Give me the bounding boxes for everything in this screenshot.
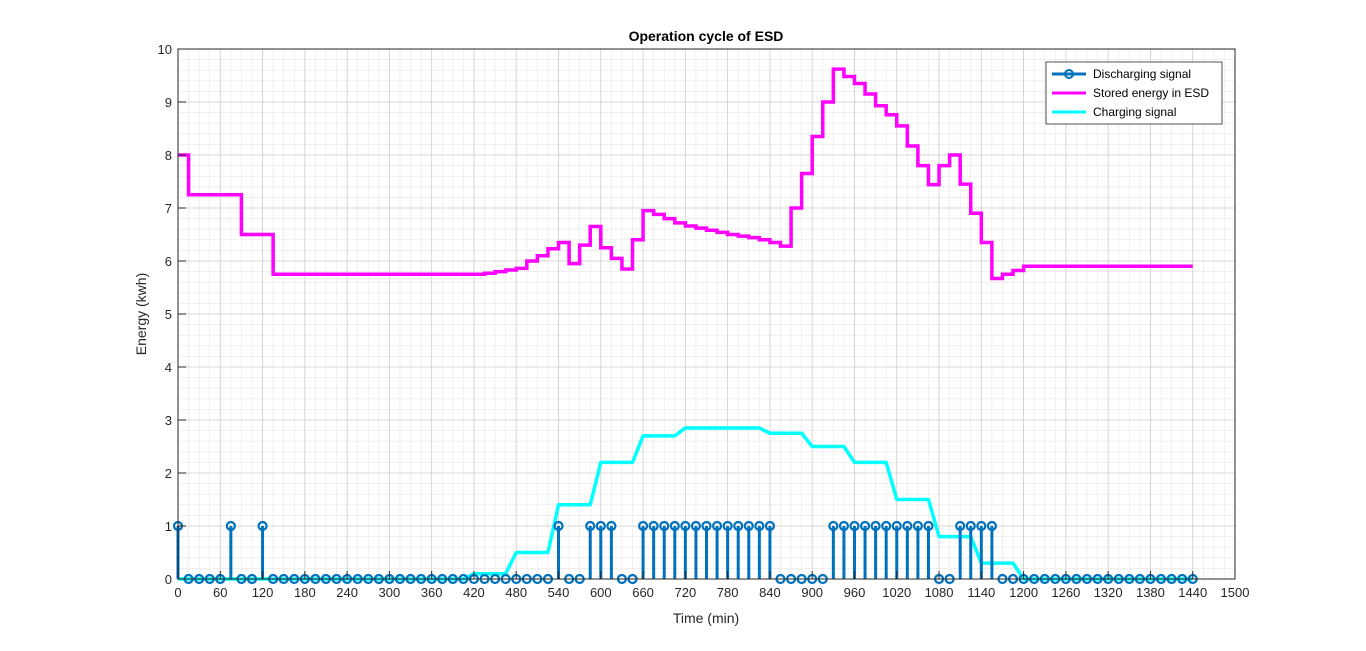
discharge-stem-marker bbox=[595, 520, 606, 532]
y-tick-label: 7 bbox=[165, 201, 172, 216]
legend: Discharging signal Stored energy in ESD … bbox=[1045, 61, 1223, 125]
legend-label-discharging: Discharging signal bbox=[1093, 67, 1191, 81]
y-tick-label: 4 bbox=[165, 360, 172, 375]
y-tick-label: 3 bbox=[165, 413, 172, 428]
chart-title: Operation cycle of ESD bbox=[629, 28, 784, 44]
x-tick-label: 240 bbox=[336, 585, 358, 600]
discharge-stem-marker bbox=[965, 520, 976, 532]
x-tick-label: 660 bbox=[632, 585, 654, 600]
x-axis-label: Time (min) bbox=[673, 610, 739, 626]
discharge-stem-marker bbox=[859, 520, 871, 532]
discharge-stem-marker bbox=[680, 520, 691, 532]
y-tick-label: 0 bbox=[165, 572, 172, 587]
x-tick-label: 600 bbox=[590, 585, 612, 600]
discharge-stem-marker bbox=[690, 520, 702, 532]
x-tick-label: 1380 bbox=[1136, 585, 1165, 600]
discharge-stem-marker bbox=[711, 520, 723, 532]
discharge-stem-marker bbox=[828, 520, 839, 532]
x-tick-label: 960 bbox=[844, 585, 866, 600]
discharge-stem-marker bbox=[870, 520, 881, 532]
x-tick-label: 1320 bbox=[1094, 585, 1123, 600]
x-tick-label: 360 bbox=[421, 585, 443, 600]
discharge-stem-marker bbox=[923, 520, 934, 532]
y-tick-label: 2 bbox=[165, 466, 172, 481]
discharge-stem-marker bbox=[585, 520, 596, 532]
x-tick-label: 540 bbox=[548, 585, 570, 600]
discharge-stem-marker bbox=[912, 520, 924, 532]
discharge-stem-marker bbox=[838, 520, 850, 532]
y-axis-label: Energy (kwh) bbox=[133, 273, 149, 355]
series-charging-line bbox=[178, 426, 1193, 581]
x-tick-label: 180 bbox=[294, 585, 316, 600]
grid bbox=[177, 48, 1236, 580]
discharge-stem-marker bbox=[722, 520, 733, 532]
legend-marker-discharging-circle bbox=[1064, 69, 1074, 79]
x-tick-label: 1440 bbox=[1178, 585, 1207, 600]
discharge-stem-marker bbox=[606, 520, 617, 532]
y-tick-label: 5 bbox=[165, 307, 172, 322]
discharge-stem-marker bbox=[976, 520, 987, 532]
x-tick-label: 840 bbox=[759, 585, 781, 600]
discharge-stem-marker bbox=[849, 520, 860, 532]
x-tick-label: 720 bbox=[675, 585, 697, 600]
discharge-stem-marker bbox=[701, 520, 712, 532]
x-tick-label: 1020 bbox=[882, 585, 911, 600]
x-tick-label: 420 bbox=[463, 585, 485, 600]
discharge-stem-marker bbox=[553, 520, 564, 532]
x-tick-label: 900 bbox=[801, 585, 823, 600]
x-tick-label: 1200 bbox=[1009, 585, 1038, 600]
x-tick-label: 1080 bbox=[925, 585, 954, 600]
legend-label-charging: Charging signal bbox=[1093, 105, 1176, 119]
discharge-stem-marker bbox=[743, 520, 754, 532]
discharge-stem-marker bbox=[764, 520, 776, 532]
x-tick-label: 300 bbox=[379, 585, 401, 600]
discharge-stem-marker bbox=[881, 520, 892, 532]
discharge-stem-marker bbox=[986, 520, 997, 532]
discharge-stem-marker bbox=[754, 520, 765, 532]
y-tick-label: 10 bbox=[158, 42, 172, 57]
x-tick-label: 0 bbox=[174, 585, 181, 600]
ticks: 0 60 120 180 240 300 360 420 480 540 600 660 720 780 8… bbox=[158, 42, 1250, 600]
x-tick-label: 1260 bbox=[1051, 585, 1080, 600]
x-tick-label: 1500 bbox=[1221, 585, 1250, 600]
y-tick-label: 9 bbox=[165, 95, 172, 110]
x-tick-label: 480 bbox=[505, 585, 527, 600]
x-tick-label: 120 bbox=[252, 585, 274, 600]
discharge-stem-marker bbox=[257, 520, 268, 532]
y-tick-label: 8 bbox=[165, 148, 172, 163]
discharge-stem-marker bbox=[648, 520, 659, 532]
x-tick-label: 780 bbox=[717, 585, 739, 600]
discharge-stem-marker bbox=[902, 520, 913, 532]
y-tick-label: 6 bbox=[165, 254, 172, 269]
discharge-stem-marker bbox=[891, 520, 902, 532]
legend-label-stored-energy: Stored energy in ESD bbox=[1093, 86, 1209, 100]
series-stored-energy-line bbox=[178, 67, 1193, 281]
discharge-stem-marker bbox=[955, 520, 966, 532]
x-tick-label: 60 bbox=[213, 585, 227, 600]
discharge-stem-marker bbox=[225, 520, 236, 532]
y-tick-label: 1 bbox=[165, 519, 172, 534]
x-tick-label: 1140 bbox=[967, 585, 995, 600]
discharge-stem-marker bbox=[733, 520, 744, 532]
discharge-stem-marker bbox=[659, 520, 670, 532]
discharge-stem-marker bbox=[637, 520, 649, 532]
discharge-stem-marker bbox=[669, 520, 680, 532]
